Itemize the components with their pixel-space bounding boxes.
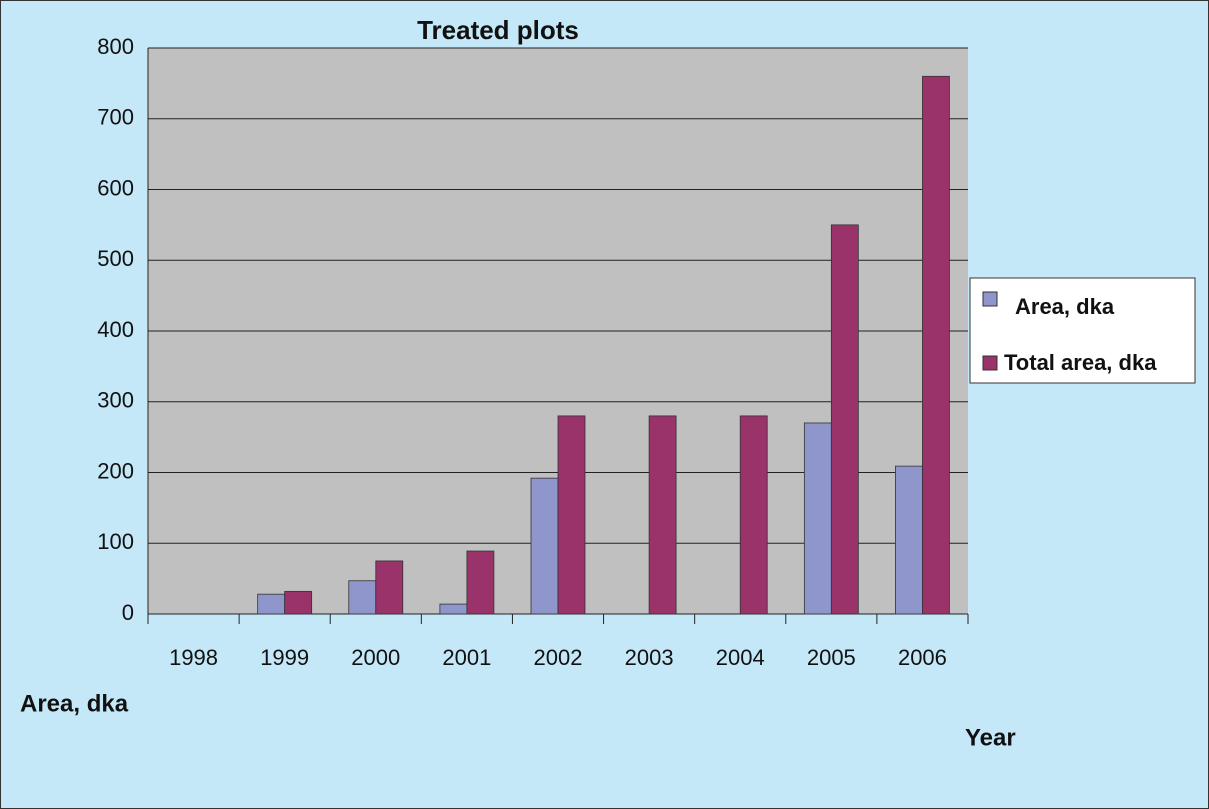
bar — [922, 75, 950, 615]
x-tick-label: 2000 — [351, 645, 400, 670]
bar — [739, 415, 768, 615]
bar — [648, 415, 677, 615]
bar — [284, 590, 313, 615]
bar — [895, 465, 923, 615]
y-tick-label: 300 — [97, 388, 134, 413]
bar — [530, 477, 559, 615]
x-tick-label: 2003 — [625, 645, 674, 670]
x-tick-label: 2005 — [807, 645, 856, 670]
y-tick-label: 100 — [97, 529, 134, 554]
bar — [375, 560, 404, 615]
bar — [466, 550, 495, 615]
bar — [830, 224, 859, 615]
legend-label: Area, dka — [1015, 294, 1115, 319]
y-tick-label: 200 — [97, 458, 134, 483]
y-tick-label: 800 — [97, 34, 134, 59]
legend-swatch — [982, 291, 998, 307]
legend-swatch — [982, 355, 998, 371]
bar — [557, 415, 586, 615]
x-axis-label: Year — [965, 724, 1016, 751]
x-tick-label: 2004 — [716, 645, 765, 670]
y-tick-label: 500 — [97, 246, 134, 271]
x-tick-label: 2002 — [534, 645, 583, 670]
legend-label: Total area, dka — [1004, 350, 1157, 375]
bar — [257, 593, 286, 615]
x-tick-label: 1998 — [169, 645, 218, 670]
x-tick-label: 1999 — [260, 645, 309, 670]
y-tick-label: 0 — [122, 600, 134, 625]
y-axis-label: Area, dka — [20, 690, 129, 717]
y-tick-label: 700 — [97, 105, 134, 130]
x-tick-label: 2001 — [442, 645, 491, 670]
chart-title: Treated plots — [417, 15, 579, 45]
x-tick-label: 2006 — [898, 645, 947, 670]
bar — [439, 603, 468, 615]
bar — [803, 422, 832, 615]
legend — [969, 277, 1196, 384]
y-tick-label: 400 — [97, 317, 134, 342]
bar — [348, 580, 377, 615]
y-tick-label: 600 — [97, 175, 134, 200]
